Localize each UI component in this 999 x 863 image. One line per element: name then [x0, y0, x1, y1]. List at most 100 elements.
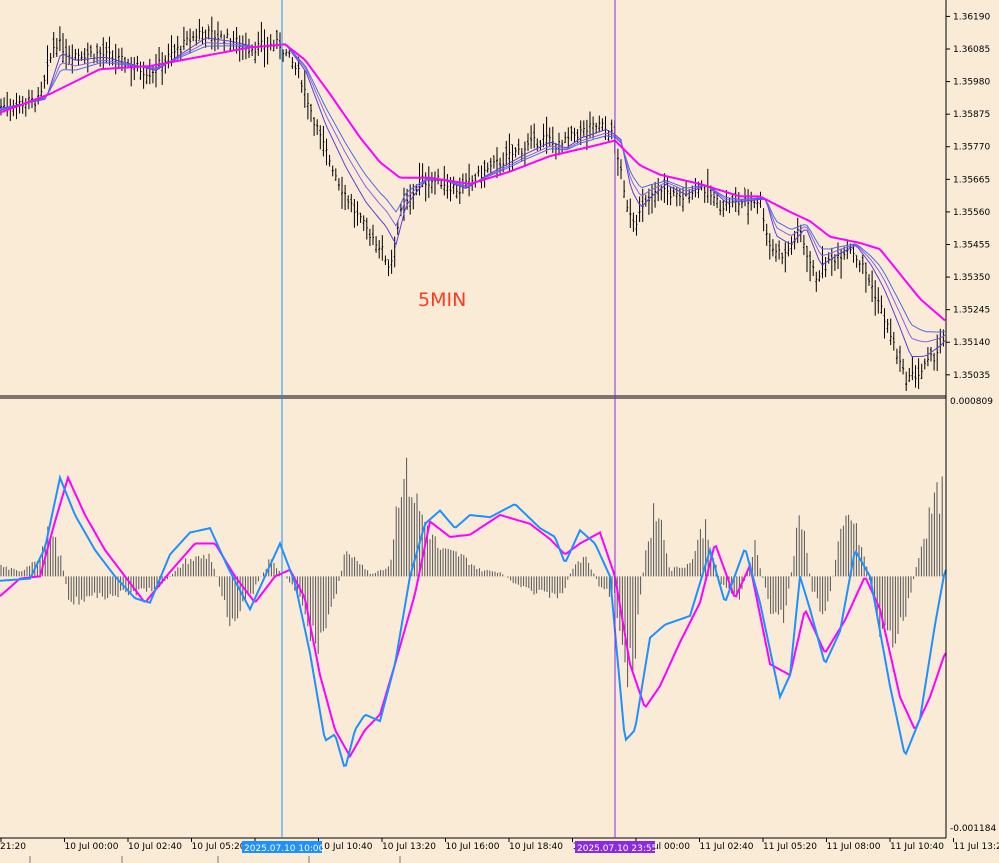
price-bar: [815, 271, 818, 292]
price-bar: [722, 200, 725, 217]
price-bar: [213, 30, 216, 52]
oscillator-panel: [0, 457, 947, 767]
price-bar: [353, 198, 356, 228]
price-bar: [514, 147, 517, 158]
price-bar: [24, 98, 27, 117]
price-bar: [158, 47, 161, 70]
price-bar: [133, 57, 136, 81]
price-tick-label: 1.35245: [953, 306, 990, 316]
price-bar: [930, 347, 932, 362]
price-bar: [96, 43, 99, 64]
price-bar: [589, 111, 591, 139]
price-bar: [148, 58, 151, 85]
price-tick-label: 1.35665: [953, 175, 990, 185]
price-bar: [325, 138, 328, 166]
price-bar: [217, 21, 219, 50]
price-bar: [864, 262, 867, 293]
oscillator-tick-label: -0.001184: [950, 824, 996, 834]
price-bar: [558, 132, 560, 156]
price-bar: [362, 215, 365, 231]
price-bar: [223, 34, 226, 52]
price-bar: [871, 270, 874, 303]
price-bar: [300, 80, 303, 93]
price-bar: [861, 254, 864, 275]
price-bar: [889, 318, 892, 346]
price-bar: [378, 240, 381, 259]
price-bar: [787, 241, 790, 257]
price-tick-label: 1.35140: [953, 338, 990, 348]
price-bar: [635, 214, 638, 236]
time-tick-label: 10 Jul 16:00: [446, 842, 500, 852]
price-bar: [874, 280, 877, 316]
price-bar: [765, 223, 768, 246]
price-bar: [130, 56, 133, 87]
price-bar: [644, 194, 647, 207]
price-bar: [117, 48, 120, 69]
time-tick-label: 10 Jul 10:40: [319, 842, 373, 852]
price-tick-label: 1.36190: [953, 12, 990, 22]
price-tick-label: 1.35560: [953, 208, 990, 218]
price-bar: [31, 90, 33, 109]
price-bar: [620, 159, 622, 180]
price-bar: [778, 240, 781, 260]
price-bar: [899, 345, 901, 372]
price-bar: [768, 233, 771, 260]
price-bar: [356, 201, 359, 226]
price-bar: [210, 16, 213, 50]
price-bar: [105, 41, 108, 64]
price-bar: [430, 172, 433, 194]
price-bar: [58, 26, 61, 52]
ma-fast-1-line: [0, 37, 946, 357]
price-bar: [629, 198, 632, 228]
ma-slow-line: [0, 43, 946, 322]
price-bar: [455, 182, 458, 199]
price-bar: [790, 236, 793, 255]
price-bar: [923, 358, 926, 370]
price-bar: [669, 187, 672, 206]
price-bar: [926, 347, 929, 367]
price-bar: [744, 187, 746, 207]
signal-fast-line: [0, 474, 947, 767]
price-bar: [418, 162, 421, 196]
price-bar: [68, 45, 71, 66]
price-bar: [933, 352, 936, 371]
price-bar: [316, 119, 319, 135]
price-bar: [179, 45, 182, 62]
price-bar: [390, 249, 393, 274]
price-bar: [294, 62, 297, 76]
price-bar: [517, 138, 520, 155]
price-bar: [372, 224, 374, 246]
price-bar: [837, 242, 839, 269]
price-bar: [220, 30, 223, 39]
price-bar: [908, 367, 911, 382]
price-bar: [657, 178, 660, 202]
price-tick-label: 1.35455: [953, 240, 990, 250]
price-bar: [263, 29, 266, 68]
price-bar: [145, 67, 148, 85]
price-bar: [849, 243, 852, 254]
price-bar: [542, 123, 545, 148]
price-bar: [182, 26, 185, 51]
price-bar: [483, 160, 486, 188]
price-bar: [911, 356, 914, 381]
price-bar: [719, 200, 722, 216]
price-bar: [821, 246, 824, 279]
price-bar: [806, 245, 808, 273]
price-bar: [198, 18, 201, 41]
price-bar: [74, 48, 77, 60]
time-tick-label: 11 Jul 10:40: [890, 842, 944, 852]
price-bar: [62, 33, 64, 64]
price-bar: [176, 35, 179, 60]
price-bar: [195, 28, 198, 46]
price-bar: [288, 50, 291, 58]
price-bar: [27, 89, 30, 110]
timeframe-label: 5MIN: [418, 289, 466, 311]
price-bar: [868, 274, 870, 286]
price-bar: [796, 217, 799, 244]
price-tick-label: 1.35770: [953, 143, 990, 153]
price-bar: [229, 37, 232, 52]
price-bar: [266, 36, 269, 65]
price-bar: [424, 172, 427, 202]
